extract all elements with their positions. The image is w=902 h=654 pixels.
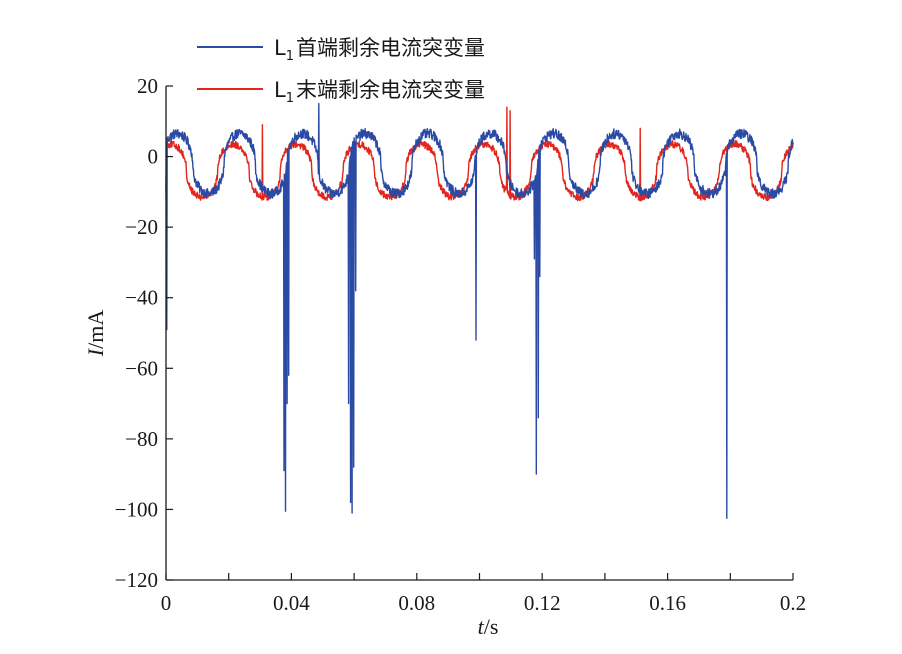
y-tick-label: −100 <box>115 497 158 521</box>
y-ticks: 20 0 −20 −40 −60 −80 −100 −120 <box>115 74 173 592</box>
legend-label: L1首端剩余电流突变量 <box>274 36 485 64</box>
series-line <box>165 102 794 519</box>
y-tick-label: −60 <box>125 356 158 380</box>
x-axis-variable: t <box>478 614 485 639</box>
legend-label-text: 末端剩余电流突变量 <box>296 78 485 102</box>
x-tick-label: 0.12 <box>524 591 561 615</box>
y-tick-label: −40 <box>125 286 158 310</box>
legend-label-prefix: L <box>274 78 286 102</box>
x-tick-label: 0.16 <box>649 591 686 615</box>
y-axis-unit: /mA <box>83 310 108 349</box>
x-tick-label: 0.2 <box>780 591 806 615</box>
legend: L1首端剩余电流突变量 L1末端剩余电流突变量 <box>197 36 485 106</box>
x-tick-label: 0.08 <box>398 591 435 615</box>
x-tick-label: 0 <box>161 591 172 615</box>
legend-label-subscript: 1 <box>286 91 294 106</box>
plot-area: 20 0 −20 −40 −60 −80 −100 −120 0 0.04 0.08 0.12 0.1… <box>115 74 806 615</box>
x-axis-unit: /s <box>484 614 499 639</box>
y-axis-title: I/mA <box>83 310 108 358</box>
legend-label: L1末端剩余电流突变量 <box>274 78 485 106</box>
y-tick-label: 20 <box>137 74 158 98</box>
series-layer <box>165 102 794 519</box>
legend-label-subscript: 1 <box>286 49 294 64</box>
legend-entry: L1首端剩余电流突变量 <box>197 36 485 64</box>
y-tick-label: −120 <box>115 568 158 592</box>
x-ticks: 0 0.04 0.08 0.12 0.16 0.2 <box>161 573 806 615</box>
legend-label-prefix: L <box>274 36 286 60</box>
x-axis-title: t/s <box>478 614 499 639</box>
y-tick-label: 0 <box>148 145 159 169</box>
legend-label-text: 首端剩余电流突变量 <box>296 36 485 60</box>
y-tick-label: −20 <box>125 215 158 239</box>
x-tick-label: 0.04 <box>273 591 310 615</box>
y-tick-label: −80 <box>125 427 158 451</box>
legend-entry: L1末端剩余电流突变量 <box>197 78 485 106</box>
y-axis-variable: I <box>83 347 108 357</box>
